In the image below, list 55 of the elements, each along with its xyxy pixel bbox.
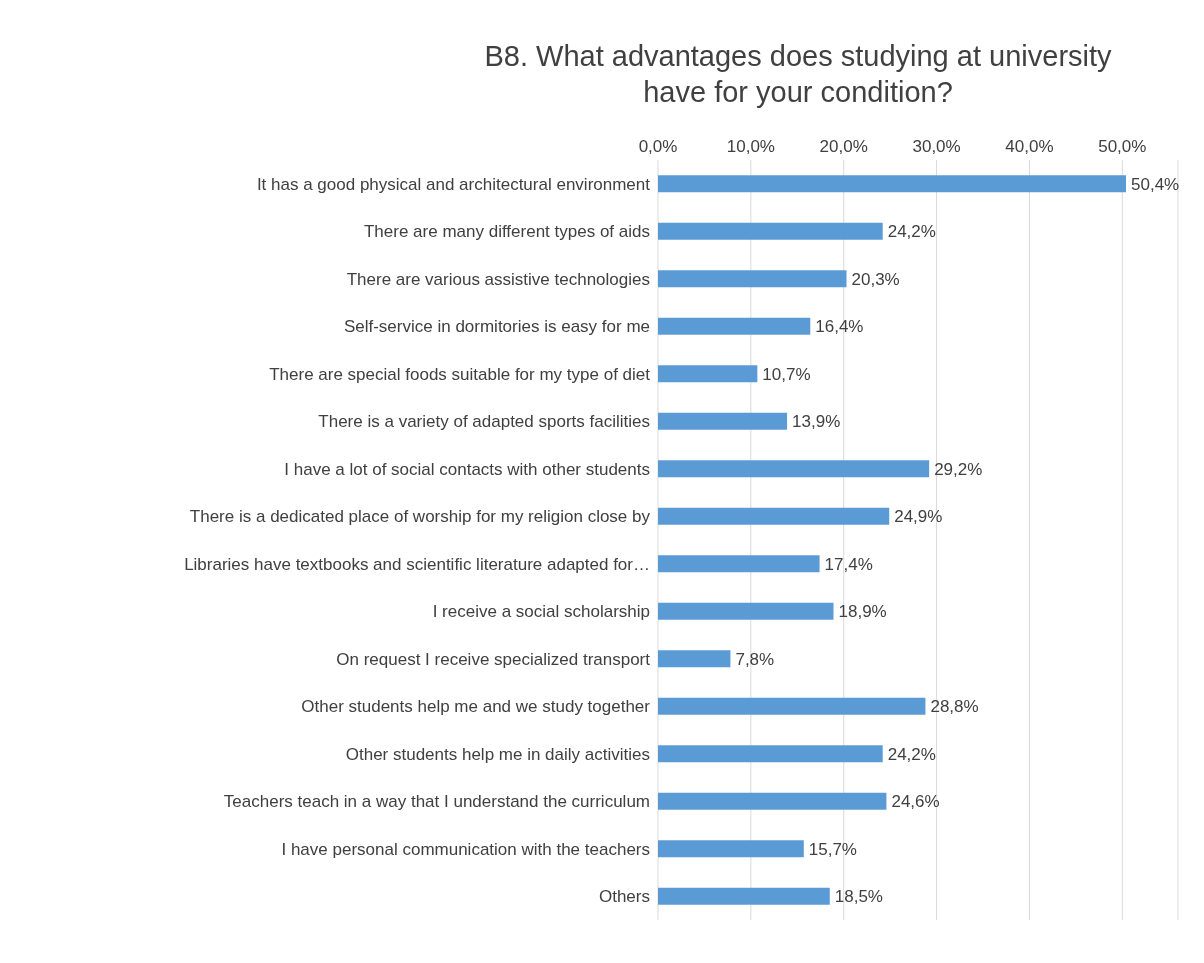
bar (658, 887, 830, 905)
y-tick-label: I have a lot of social contacts with other students (284, 459, 650, 479)
bar (658, 602, 834, 620)
bar (658, 792, 887, 810)
data-label: 50,4% (1131, 174, 1180, 194)
x-tick-label: 50,0% (1098, 137, 1147, 156)
data-label: 24,9% (894, 507, 943, 527)
y-tick-label: Teachers teach in a way that I understand the curriculum (223, 792, 650, 812)
bar (658, 507, 890, 525)
x-tick-label: 0,0% (638, 137, 678, 156)
bar (658, 745, 883, 763)
y-tick-label: Self-service in dormitories is easy for me (343, 317, 650, 337)
bar (658, 555, 820, 573)
y-tick-label: There is a dedicated place of worship for my religion close by (189, 507, 651, 527)
data-label: 18,9% (838, 602, 887, 622)
y-tick-label: There are various assistive technologies (346, 269, 650, 289)
y-tick-label: There is a variety of adapted sports facilities (318, 412, 650, 432)
data-label: 15,7% (808, 839, 857, 859)
data-label: 24,2% (887, 744, 936, 764)
x-tick-label: 30,0% (912, 137, 961, 156)
bar (658, 412, 788, 430)
y-tick-label: I have personal communication with the teachers (281, 839, 650, 859)
x-tick-label: 40,0% (1005, 137, 1054, 156)
data-label: 24,6% (891, 792, 940, 812)
data-label: 16,4% (815, 317, 864, 337)
x-tick-label: 10,0% (726, 137, 775, 156)
data-label: 20,3% (851, 269, 900, 289)
y-tick-label: Others (598, 887, 650, 907)
y-tick-label: On request I receive specialized transport (336, 649, 651, 669)
bar (658, 365, 758, 383)
bar (658, 697, 926, 715)
bar (658, 175, 1126, 193)
data-label: 17,4% (824, 554, 873, 574)
y-tick-label: I receive a social scholarship (432, 602, 650, 622)
y-tick-label: There are many different types of aids (363, 222, 650, 242)
data-label: 13,9% (792, 412, 841, 432)
y-tick-label: Other students help me in daily activities (345, 744, 650, 764)
data-label: 24,2% (887, 222, 936, 242)
y-tick-label: Libraries have textbooks and scientific literature adapted for… (184, 554, 650, 574)
bar (658, 650, 731, 668)
data-label: 29,2% (934, 459, 983, 479)
y-tick-label: There are special foods suitable for my type of diet (269, 364, 651, 384)
data-label: 10,7% (762, 364, 811, 384)
y-tick-label: It has a good physical and architectural environment (256, 174, 651, 194)
bar (658, 317, 811, 335)
data-label: 7,8% (735, 649, 775, 669)
chart-title: B8. What advantages does studying at university have for your condition? (483, 39, 1113, 110)
x-tick-label: 20,0% (819, 137, 868, 156)
bar (658, 222, 883, 240)
data-label: 18,5% (834, 887, 883, 907)
bar (658, 840, 804, 858)
data-label: 28,8% (930, 697, 979, 717)
bar (658, 460, 930, 478)
bar (658, 270, 847, 288)
y-tick-label: Other students help me and we study together (301, 697, 651, 717)
